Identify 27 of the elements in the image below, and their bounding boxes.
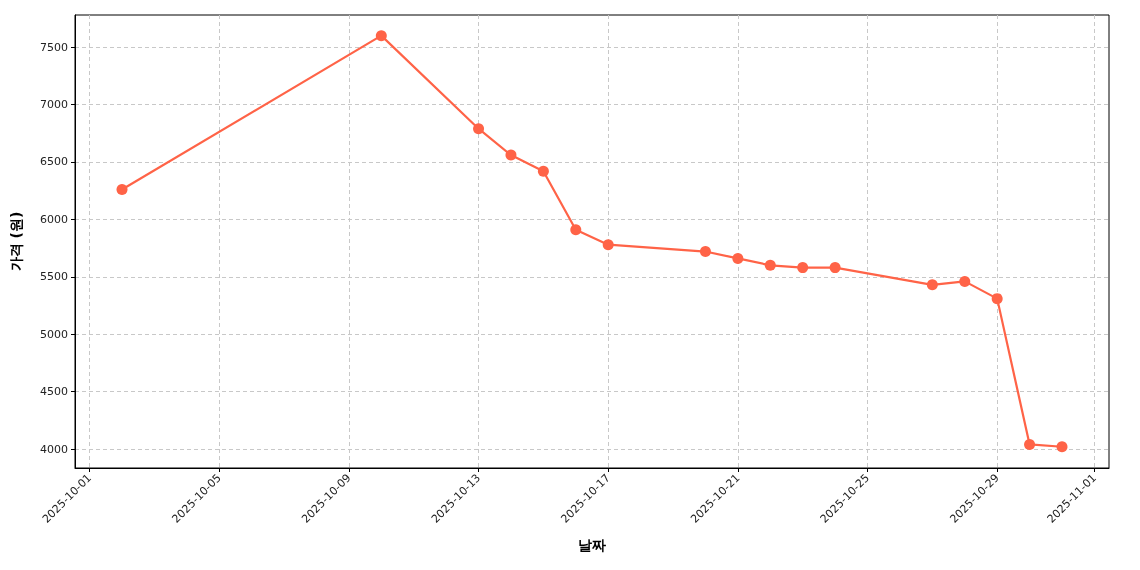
point — [959, 275, 971, 287]
y-axis-title: 가격 (원) — [8, 211, 24, 272]
y-tick-label: 5000 — [40, 327, 68, 341]
y-tick-label: 6500 — [40, 155, 68, 169]
y-tick-label: 4500 — [40, 385, 68, 399]
y-tick-label: 7000 — [40, 98, 68, 112]
x-axis-title: 날짜 — [578, 537, 606, 553]
y-tick-label: 4000 — [40, 442, 68, 456]
point — [537, 165, 549, 177]
point — [699, 246, 711, 258]
point — [797, 262, 809, 274]
point — [991, 293, 1003, 305]
y-tick-label: 5500 — [40, 270, 68, 284]
y-tick-label: 7500 — [40, 40, 68, 54]
point — [926, 279, 938, 291]
point — [732, 252, 744, 264]
point — [829, 262, 841, 274]
point — [375, 30, 387, 42]
point — [570, 224, 582, 236]
point — [505, 149, 517, 161]
point — [473, 123, 485, 135]
y-tick-label: 6000 — [40, 212, 68, 226]
point — [764, 259, 776, 271]
point — [116, 184, 128, 196]
point — [1024, 438, 1036, 450]
point — [602, 239, 614, 251]
point — [1056, 441, 1068, 453]
